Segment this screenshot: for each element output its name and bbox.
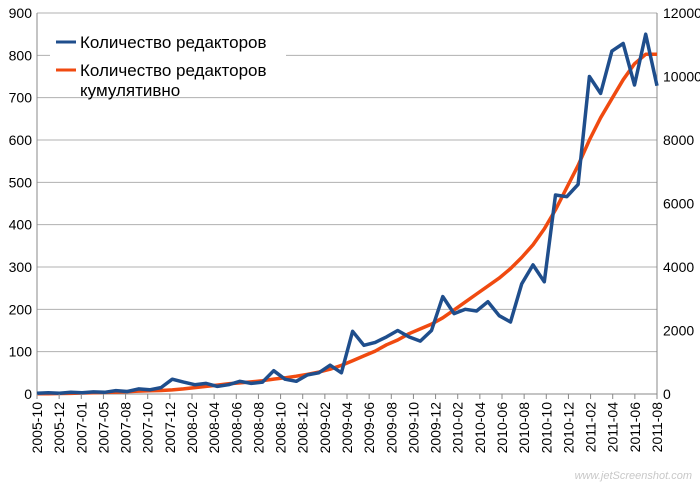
x-tick-label: 2007-12 (162, 402, 178, 454)
x-tick-label: 2007-01 (73, 402, 89, 454)
x-tick-label: 2010-04 (472, 402, 488, 454)
y-right-tick-label: 4000 (663, 259, 694, 275)
y-left-tick-label: 700 (9, 90, 33, 106)
y-right-tick-label: 8000 (663, 132, 694, 148)
y-left-tick-label: 400 (9, 217, 33, 233)
legend-label-editors: Количество редакторов (80, 33, 267, 52)
y-axis-right-ticks: 0 2000 4000 6000 8000 10000 12000 (663, 5, 700, 402)
legend: Количество редакторов Количество редакто… (50, 25, 286, 100)
y-right-tick-label: 6000 (663, 196, 694, 212)
x-tick-label: 2010-02 (450, 402, 466, 454)
x-tick-label: 2011-06 (627, 402, 643, 453)
x-tick-label: 2011-08 (649, 402, 665, 453)
legend-label-cumulative-1: Количество редакторов (80, 61, 267, 80)
x-tick-label: 2010-08 (516, 402, 532, 454)
x-tick-label: 2007-08 (118, 402, 134, 454)
y-right-tick-label: 10000 (663, 69, 700, 85)
x-tick-label: 2005-10 (29, 402, 45, 454)
x-tick-label: 2008-04 (206, 402, 222, 454)
x-tick-label: 2010-12 (560, 402, 576, 454)
series-line-cumulative (36, 52, 657, 396)
x-tick-label: 2008-02 (184, 402, 200, 454)
y-right-tick-label: 0 (663, 386, 671, 402)
x-tick-label: 2009-06 (361, 402, 377, 454)
x-tick-label: 2011-04 (605, 402, 621, 453)
y-left-tick-label: 300 (9, 259, 33, 275)
x-axis-ticks: 2005-10 2005-12 2007-01 2007-05 2007-08 2007-… (29, 394, 665, 453)
y-left-tick-label: 800 (9, 47, 33, 63)
x-tick-label: 2008-12 (295, 402, 311, 454)
x-tick-label: 2009-04 (339, 402, 355, 454)
legend-label-cumulative-2: кумулятивно (80, 81, 180, 100)
y-right-tick-label: 12000 (663, 5, 700, 21)
x-tick-label: 2008-08 (250, 402, 266, 454)
y-right-tick-label: 2000 (663, 323, 694, 339)
gridlines (37, 12, 657, 395)
x-tick-label: 2005-12 (51, 402, 67, 454)
watermark: www.jetScreenshot.com (574, 470, 692, 482)
x-tick-label: 2009-10 (405, 402, 421, 454)
series-line-editors (36, 32, 659, 395)
x-tick-label: 2008-10 (273, 402, 289, 454)
x-tick-label: 2009-02 (317, 402, 333, 454)
y-left-tick-label: 900 (9, 5, 33, 21)
x-tick-label: 2010-10 (538, 402, 554, 454)
y-axis-left-ticks: 0 100 200 300 400 500 600 700 800 900 (9, 5, 33, 402)
x-tick-label: 2011-02 (583, 402, 599, 453)
y-left-tick-label: 100 (9, 344, 33, 360)
x-tick-label: 2007-10 (140, 402, 156, 454)
y-left-tick-label: 200 (9, 301, 33, 317)
legend-background (50, 25, 286, 97)
x-tick-label: 2009-12 (428, 402, 444, 454)
y-left-tick-label: 500 (9, 174, 33, 190)
x-tick-label: 2009-08 (383, 402, 399, 454)
y-left-tick-label: 0 (24, 386, 32, 402)
x-tick-label: 2008-06 (228, 402, 244, 454)
series-lines (36, 32, 659, 396)
x-tick-label: 2007-05 (95, 402, 111, 454)
x-tick-label: 2010-06 (494, 402, 510, 454)
y-left-tick-label: 600 (9, 132, 33, 148)
